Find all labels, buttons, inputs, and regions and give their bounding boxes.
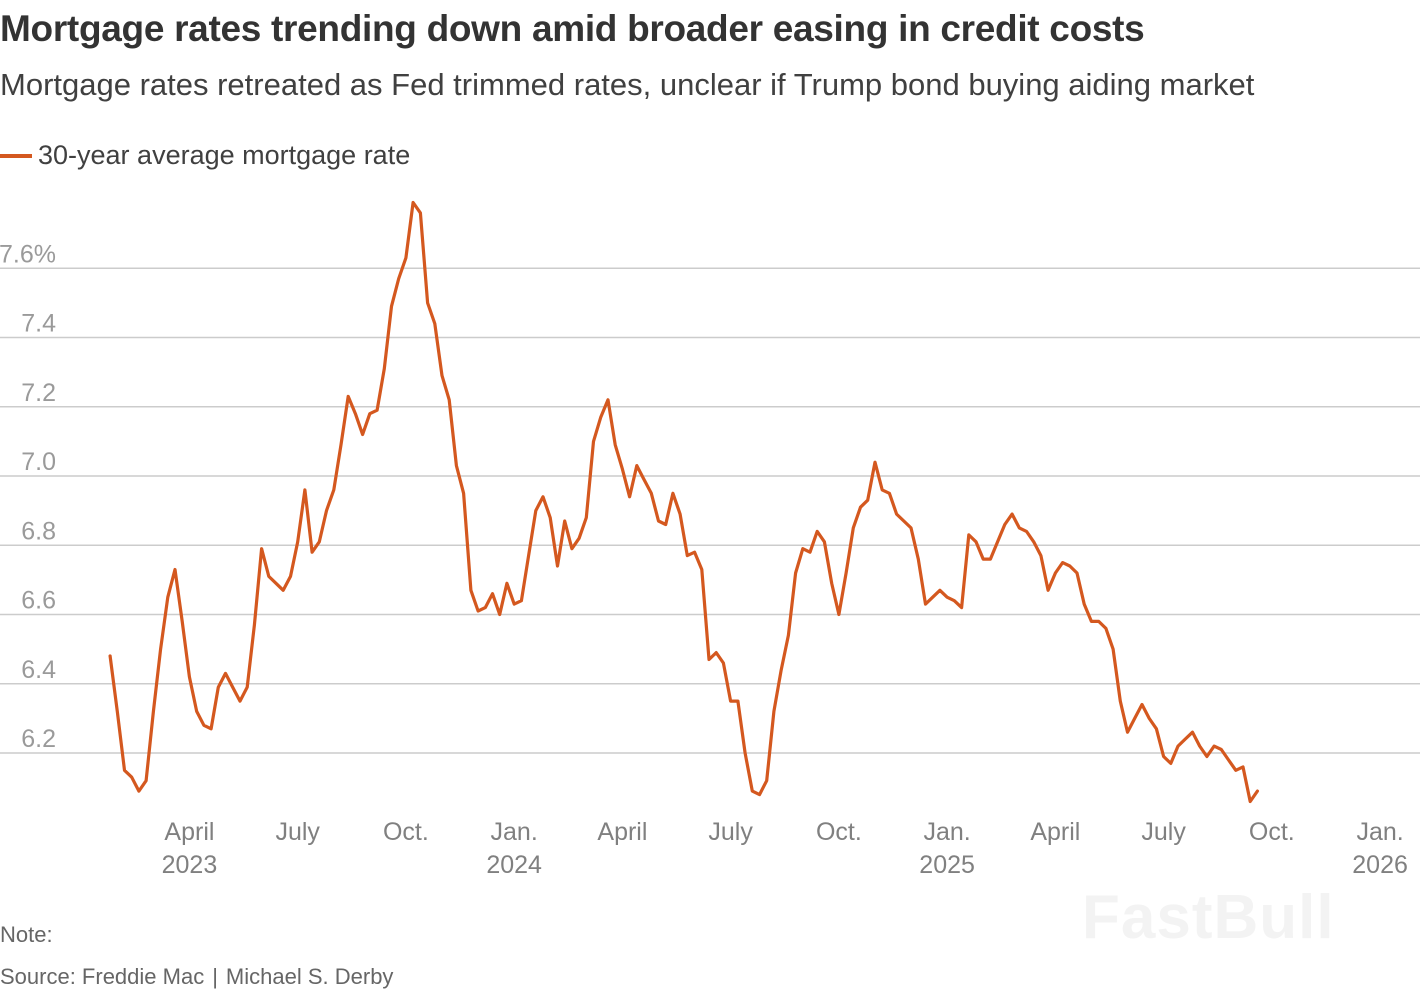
chart-title: Mortgage rates trending down amid broade… bbox=[0, 8, 1145, 49]
y-tick-label: 6.4 bbox=[21, 656, 56, 684]
x-tick-label: July bbox=[275, 818, 320, 846]
x-tick-label: Oct. bbox=[383, 818, 429, 846]
grid-layer bbox=[0, 267, 1420, 754]
y-tick-label: 6.6 bbox=[21, 587, 56, 615]
source-line: Source: Freddie Mac | Michael S. Derby bbox=[0, 964, 393, 990]
legend: 30-year average mortgage rate bbox=[0, 140, 410, 171]
x-tick-label: Oct. bbox=[1249, 818, 1295, 846]
x-tick-label: April bbox=[597, 818, 647, 846]
x-tick-year-label: 2024 bbox=[486, 851, 542, 879]
source-text: Source: Freddie Mac bbox=[0, 964, 205, 989]
y-axis-ticks: 6.2 6.4 6.6 6.8 7.0 7.2 7.4 7.6% bbox=[0, 240, 56, 753]
x-tick-label: July bbox=[708, 818, 753, 846]
watermark: FastBull bbox=[1082, 883, 1335, 952]
y-tick-label: 7.4 bbox=[21, 310, 56, 338]
y-tick-label: 6.2 bbox=[21, 725, 56, 753]
x-tick-label: April bbox=[1030, 818, 1080, 846]
series-layer bbox=[108, 200, 1259, 804]
legend-swatch bbox=[0, 153, 32, 158]
y-tick-label: 7.6% bbox=[0, 240, 56, 268]
source-credit: Michael S. Derby bbox=[225, 964, 394, 989]
x-tick-label: Jan. bbox=[923, 818, 970, 846]
y-tick-label: 7.0 bbox=[21, 448, 56, 476]
x-tick-label: Oct. bbox=[816, 818, 862, 846]
x-tick-year-label: 2026 bbox=[1352, 851, 1408, 879]
y-tick-label: 6.8 bbox=[21, 517, 56, 545]
series-line bbox=[108, 200, 1259, 804]
chart-subtitle: Mortgage rates retreated as Fed trimmed … bbox=[0, 67, 1255, 102]
x-tick-year-label: 2023 bbox=[162, 851, 218, 879]
x-axis-ticks: April 2023 July Oct. Jan. 2024 April July Oct. Ja… bbox=[162, 818, 1408, 879]
x-tick-year-label: 2025 bbox=[919, 851, 975, 879]
x-tick-label: July bbox=[1141, 818, 1186, 846]
legend-label: 30-year average mortgage rate bbox=[38, 140, 411, 170]
x-tick-label: Jan. bbox=[1356, 818, 1403, 846]
x-tick-label: Jan. bbox=[491, 818, 538, 846]
source-separator: | bbox=[212, 964, 218, 989]
note: Note: bbox=[0, 922, 53, 947]
x-tick-label: April bbox=[164, 818, 214, 846]
y-tick-label: 7.2 bbox=[21, 379, 56, 407]
